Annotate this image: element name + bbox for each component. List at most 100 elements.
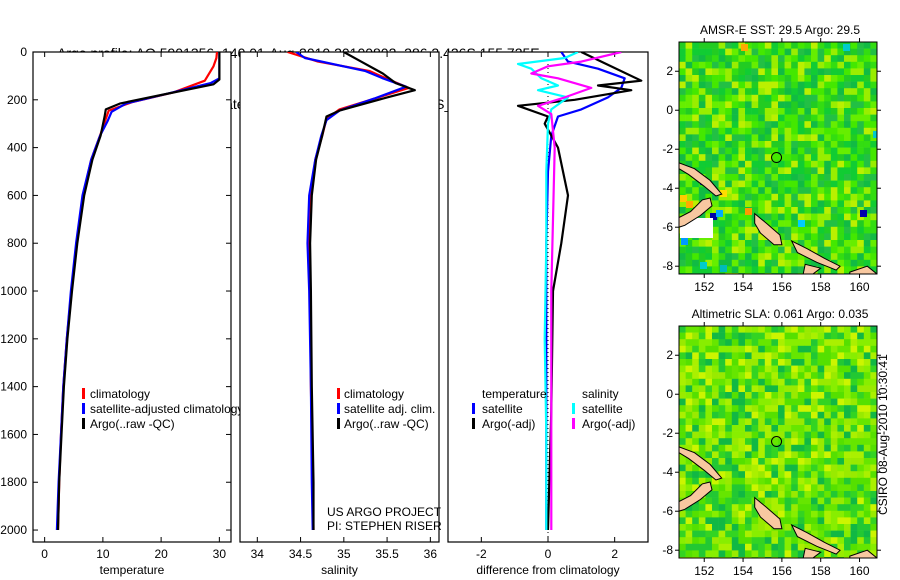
- map-cell: [844, 266, 851, 274]
- map-cell: [718, 438, 726, 446]
- map-cell: [764, 141, 772, 148]
- map-cell: [870, 464, 877, 472]
- map-cell: [824, 392, 832, 399]
- map-cell: [837, 405, 845, 413]
- map-cell: [830, 339, 838, 347]
- map-cell: [751, 444, 759, 452]
- map-cell: [811, 167, 818, 175]
- map-cell: [771, 378, 779, 386]
- map-cell: [731, 517, 739, 525]
- map-cell: [837, 61, 845, 69]
- map-cell: [751, 471, 759, 479]
- map-cell: [692, 154, 700, 162]
- map-cell: [784, 167, 792, 175]
- map-cell: [830, 385, 838, 393]
- map-cell: [850, 451, 858, 459]
- map-cell: [778, 121, 785, 129]
- map-cell: [870, 141, 877, 148]
- map-cell: [863, 61, 871, 69]
- map-cell: [811, 108, 818, 115]
- map-cell: [791, 405, 799, 413]
- map-cell: [712, 510, 719, 518]
- map-cell: [857, 372, 865, 380]
- map-cell: [771, 425, 779, 432]
- map-cell: [679, 418, 686, 426]
- map-cell: [751, 160, 759, 168]
- map-cell: [863, 94, 871, 102]
- map-cell: [811, 246, 818, 254]
- map-cell: [863, 438, 871, 446]
- map-cell: [692, 160, 700, 168]
- map-cell: [811, 530, 818, 538]
- map-cell: [705, 193, 713, 201]
- map-cell: [797, 484, 805, 492]
- map-cell: [725, 134, 733, 142]
- map-cell: [705, 55, 713, 63]
- map-cell: [751, 524, 759, 531]
- map-cell: [791, 174, 799, 181]
- map-cell: [725, 147, 733, 155]
- map-cell: [758, 200, 766, 208]
- map-cell: [745, 193, 752, 201]
- map-cell: [751, 550, 759, 558]
- map-cell: [758, 425, 766, 432]
- map-cell: [758, 411, 766, 419]
- map-cell: [764, 458, 772, 465]
- map-cell: [791, 114, 799, 122]
- map-cell: [718, 55, 726, 63]
- map-cell: [817, 458, 825, 465]
- map-cell: [830, 537, 838, 545]
- map-cell: [797, 180, 805, 188]
- legend-label: Argo(..raw -QC): [90, 417, 175, 431]
- map-cell: [797, 121, 805, 129]
- map-cell: [712, 68, 719, 76]
- map-cell: [857, 326, 865, 333]
- x-tick-label: 35.5: [375, 547, 399, 561]
- map-cell: [731, 339, 739, 347]
- map-cell: [698, 246, 706, 254]
- y-tick-label: 200: [7, 93, 27, 107]
- map-cell: [764, 425, 772, 432]
- map-cell: [811, 339, 818, 347]
- map-cell: [804, 326, 812, 333]
- map-cell: [718, 411, 726, 419]
- map-cell: [764, 537, 772, 545]
- map-cell: [817, 213, 825, 221]
- map-cell: [705, 121, 713, 129]
- map-cell: [797, 213, 805, 221]
- map-cell: [698, 510, 706, 518]
- map-cell: [692, 259, 700, 267]
- map-cell: [857, 484, 865, 492]
- map-cell: [863, 471, 871, 479]
- map-cell: [718, 94, 726, 102]
- map-cell: [731, 451, 739, 459]
- map-cell: [758, 160, 766, 168]
- map-cell: [857, 253, 865, 261]
- map-cell: [764, 326, 772, 333]
- map-cell: [771, 372, 779, 380]
- map-cell: [705, 88, 713, 96]
- map-cell: [751, 240, 759, 247]
- map-cell: [797, 359, 805, 366]
- map-cell: [738, 339, 746, 347]
- map-cell: [863, 101, 871, 109]
- map-cell: [844, 94, 851, 102]
- map-cell: [771, 174, 779, 181]
- map-cell: [870, 458, 877, 465]
- temperature-panel: 0 10 20 30020040060080010001200140016001800…: [0, 45, 243, 577]
- y-tick-label: -2: [662, 426, 673, 440]
- map-cell: [824, 385, 832, 393]
- map-cell: [863, 398, 871, 406]
- map-cell: [797, 61, 805, 69]
- map-cell: [837, 200, 845, 208]
- map-cell: [679, 411, 686, 419]
- map-cell: [738, 147, 746, 155]
- map-anomaly-cell: [716, 210, 723, 217]
- map-cell: [784, 504, 792, 512]
- map-cell: [758, 108, 766, 115]
- map-cell: [784, 332, 792, 340]
- map-cell: [857, 359, 865, 366]
- map-cell: [830, 365, 838, 373]
- map-cell: [778, 213, 785, 221]
- map-cell: [811, 121, 818, 129]
